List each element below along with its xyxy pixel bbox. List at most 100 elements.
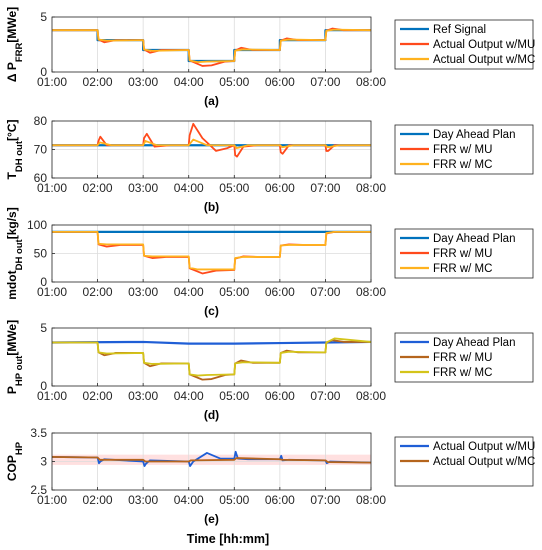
legend-entry: Day Ahead Plan	[433, 337, 515, 349]
series-line-3	[52, 337, 372, 377]
panel-a: 01:00 02:00 03:00 04:00 05:00 06:00 07:00 08:00…	[5, 7, 535, 108]
y-tick-label: 100	[27, 218, 47, 232]
y-axis-label-sub: DH out	[14, 238, 25, 270]
panel-label: (a)	[204, 94, 219, 108]
x-tick-label: 03:00	[128, 493, 158, 507]
y-tick-label: 3.5	[30, 426, 47, 440]
legend-entry: FRR w/ MU	[433, 144, 492, 156]
legend-entry: Actual Output w/MC	[433, 456, 535, 468]
y-tick-label: 3	[40, 455, 47, 469]
panel-b: 01:00 02:00 03:00 04:00 05:00 06:00 07:00 08:00…	[5, 114, 534, 214]
y-axis-label-sub: HP	[14, 441, 25, 455]
x-tick-label: 08:00	[356, 285, 386, 299]
panel-label: (b)	[204, 200, 219, 214]
legend-entry: FRR w/ MC	[433, 159, 492, 171]
x-tick-label: 06:00	[265, 389, 295, 403]
y-tick-label: 2.5	[30, 483, 47, 497]
x-tick-label: 06:00	[265, 285, 295, 299]
x-tick-label: 05:00	[219, 285, 249, 299]
legend-entry: FRR w/ MC	[433, 367, 492, 379]
x-tick-label: 02:00	[83, 75, 113, 89]
x-tick-label: 07:00	[310, 181, 340, 195]
x-tick-label: 07:00	[310, 493, 340, 507]
legend-entry: Actual Output w/MU	[433, 441, 535, 453]
legend-entry: Actual Output w/MC	[433, 54, 535, 66]
y-axis-label-unit: [MWe]	[5, 320, 19, 356]
y-tick-label: 0	[40, 275, 47, 289]
y-axis-label-sub: HP out	[14, 355, 25, 386]
x-tick-label: 07:00	[310, 285, 340, 299]
x-tick-label: 08:00	[356, 389, 386, 403]
y-axis-label-main: T	[5, 171, 19, 179]
panel-e: 01:00 02:00 03:00 04:00 05:00 06:00 07:00 08:00…	[5, 426, 535, 526]
y-axis-label: mdotDH out[kg/s]	[5, 207, 25, 299]
x-tick-label: 01:00	[37, 181, 67, 195]
y-axis-label-main: COP	[5, 455, 19, 481]
x-tick-label: 05:00	[219, 181, 249, 195]
x-tick-label: 07:00	[310, 389, 340, 403]
panel-c: 01:00 02:00 03:00 04:00 05:00 06:00 07:00 08:00…	[5, 207, 534, 318]
y-tick-label: 0	[40, 379, 47, 393]
x-tick-label: 08:00	[356, 75, 386, 89]
x-tick-label: 01:00	[37, 75, 67, 89]
y-axis-label-main: Δ P	[5, 62, 19, 82]
panel-d: 01:00 02:00 03:00 04:00 05:00 06:00 07:00 08:00…	[5, 320, 534, 422]
y-axis-label: PHP out[MWe]	[5, 320, 25, 394]
y-axis-label-main: P	[5, 386, 19, 394]
y-axis-label-main: mdot	[5, 270, 19, 299]
x-tick-label: 06:00	[265, 75, 295, 89]
panel-label: (e)	[204, 512, 219, 526]
x-tick-label: 02:00	[83, 285, 113, 299]
series-line-1	[51, 340, 372, 345]
series-line-3	[52, 28, 372, 63]
x-tick-label: 06:00	[265, 493, 295, 507]
x-tick-label: 02:00	[83, 389, 113, 403]
y-tick-label: 5	[40, 321, 47, 335]
x-tick-label: 01:00	[37, 285, 67, 299]
x-tick-label: 03:00	[128, 285, 158, 299]
series-line-3	[52, 230, 371, 271]
x-tick-label: 03:00	[128, 75, 158, 89]
x-tick-label: 08:00	[356, 181, 386, 195]
x-tick-label: 05:00	[219, 389, 249, 403]
x-tick-label: 02:00	[83, 493, 113, 507]
x-tick-label: 04:00	[174, 493, 204, 507]
panel-label: (d)	[204, 408, 219, 422]
series-line-2	[51, 456, 372, 464]
legend-entry: Day Ahead Plan	[433, 129, 515, 141]
x-tick-label: 08:00	[356, 493, 386, 507]
x-tick-label: 01:00	[37, 493, 67, 507]
x-tick-label: 04:00	[174, 75, 204, 89]
x-tick-label: 04:00	[174, 181, 204, 195]
figure-xlabel: Time [hh:mm]	[187, 532, 269, 546]
x-tick-label: 04:00	[174, 389, 204, 403]
legend-entry: FRR w/ MU	[433, 352, 492, 364]
legend-entry: Ref Signal	[433, 24, 486, 36]
x-tick-label: 07:00	[310, 75, 340, 89]
series-line-3	[52, 138, 371, 149]
axes-background	[52, 328, 371, 386]
x-tick-label: 03:00	[128, 389, 158, 403]
panel-label: (c)	[204, 304, 219, 318]
x-tick-label: 05:00	[219, 75, 249, 89]
legend-entry: Day Ahead Plan	[433, 233, 515, 245]
y-tick-label: 60	[34, 171, 48, 185]
legend-entry: FRR w/ MU	[433, 248, 492, 260]
x-tick-label: 05:00	[219, 493, 249, 507]
y-tick-label: 50	[34, 247, 48, 261]
y-tick-label: 0	[40, 65, 47, 79]
y-axis-label-unit: [°C]	[5, 120, 19, 141]
x-tick-label: 04:00	[174, 285, 204, 299]
y-axis-label-sub: FRR	[14, 43, 25, 63]
y-axis-label-unit: [kg/s]	[5, 207, 19, 239]
x-tick-label: 02:00	[83, 181, 113, 195]
y-axis-label: Δ PFRR[MWe]	[5, 7, 25, 82]
y-tick-label: 5	[40, 10, 47, 24]
y-axis-label: TDH out[°C]	[5, 120, 25, 180]
y-axis-label-sub: DH out	[14, 140, 25, 172]
legend-entry: Actual Output w/MU	[433, 39, 535, 51]
y-axis-label-unit: [MWe]	[5, 7, 19, 43]
x-tick-label: 06:00	[265, 181, 295, 195]
x-tick-label: 01:00	[37, 389, 67, 403]
